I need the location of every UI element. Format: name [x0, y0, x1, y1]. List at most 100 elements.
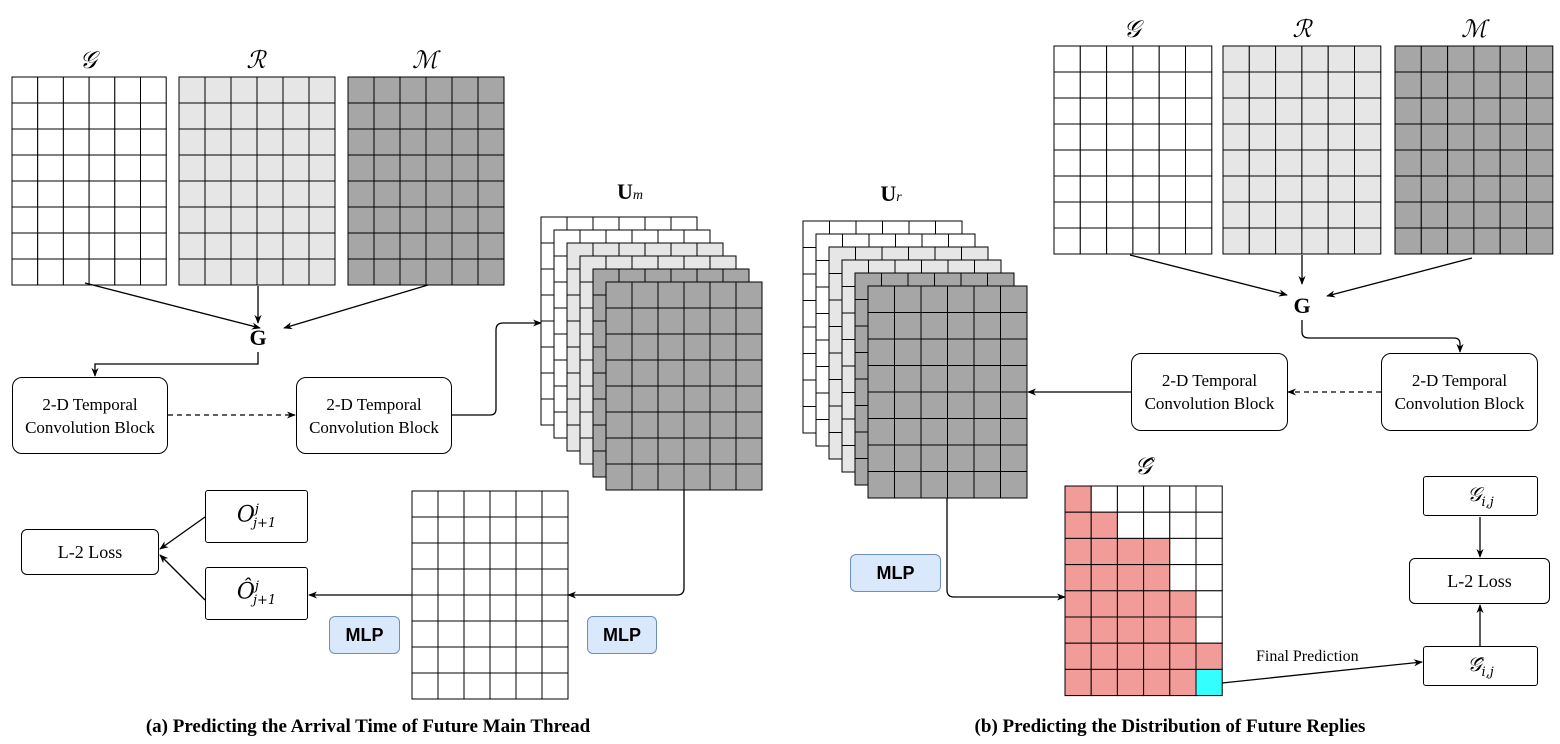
matrix-cell [1420, 97, 1449, 125]
matrix-cell [425, 206, 453, 234]
matrix-cell [867, 418, 895, 446]
matrix-cell [11, 76, 39, 104]
matrix-cell [1420, 227, 1449, 255]
matrix-cell [282, 206, 310, 234]
edge-um-to-matrix [567, 490, 685, 599]
matrix-cell [178, 128, 206, 156]
matrix-cell [1526, 227, 1554, 255]
matrix-cell [282, 180, 310, 208]
matrix-cell [1327, 149, 1355, 177]
matrix-cell [1000, 285, 1028, 313]
matrix-cell [11, 102, 39, 130]
matrix-cell [204, 128, 232, 156]
matrix-cell [947, 365, 975, 393]
matrix-cell [1394, 45, 1422, 73]
matrix-cell [1169, 590, 1197, 618]
matrix-cell [477, 128, 505, 156]
matrix-cell [373, 154, 401, 182]
matrix-cell [894, 338, 922, 366]
matrix-cell [1420, 201, 1449, 229]
matrix-cell [399, 180, 427, 208]
matrix-cell [88, 102, 116, 130]
matrix-cell [1158, 123, 1186, 151]
matrix-g-label: 𝒢 [79, 46, 97, 74]
matrix-cell [1354, 45, 1382, 73]
matrix-r-label-b: ℛ [1292, 15, 1312, 43]
matrix-cell [1354, 227, 1382, 255]
edge-ur-to-pred [946, 498, 1066, 601]
matrix-cell [1275, 71, 1303, 99]
matrix-cell [683, 333, 711, 361]
matrix-cell [541, 646, 569, 674]
matrix-cell [1079, 97, 1108, 125]
matrix-cell [1195, 564, 1223, 592]
matrix-cell [1275, 227, 1303, 255]
matrix-cell [230, 180, 258, 208]
matrix-cell [411, 490, 439, 518]
matrix-cell [1222, 123, 1250, 151]
matrix-cell [1394, 227, 1422, 255]
matrix-cell [735, 437, 763, 465]
matrix-cell [1132, 227, 1160, 255]
matrix-cell [1420, 45, 1449, 73]
matrix-cell [425, 180, 453, 208]
matrix-r-b [1222, 45, 1382, 255]
matrix-cell [1499, 97, 1527, 125]
matrix-cell [437, 672, 465, 700]
matrix-cell [1301, 149, 1329, 177]
matrix-cell [451, 206, 479, 234]
matrix-cell [1275, 123, 1303, 151]
matrix-cell [657, 385, 685, 413]
matrix-cell [1394, 71, 1422, 99]
matrix-cell [1106, 71, 1134, 99]
matrix-cell [1185, 149, 1213, 177]
matrix-cell [1248, 97, 1277, 125]
conv-block-b-1: 2-D Temporal Convolution Block [1131, 353, 1288, 431]
matrix-cell [605, 385, 633, 413]
pred-box: Ôjj+1 [205, 567, 308, 620]
matrix-cell [683, 307, 711, 335]
node-g-b: G [1293, 293, 1311, 318]
matrix-cell [1090, 642, 1118, 670]
matrix-cell [204, 232, 232, 260]
matrix-m [347, 76, 505, 286]
matrix-cell [1499, 201, 1527, 229]
matrix-cell [88, 154, 116, 182]
matrix-cell [1275, 45, 1303, 73]
matrix-cell [114, 232, 142, 260]
mlp-b: MLP [850, 554, 941, 592]
matrix-cell [256, 232, 284, 260]
matrix-cell [1185, 45, 1213, 73]
matrix-cell [62, 258, 90, 286]
matrix-cell [683, 437, 711, 465]
matrix-cell [451, 76, 479, 104]
matrix-cell [37, 206, 64, 234]
matrix-cell [683, 411, 711, 439]
matrix-cell [515, 646, 543, 674]
matrix-cell [1090, 564, 1118, 592]
matrix-cell [947, 338, 975, 366]
matrix-cell [425, 102, 453, 130]
matrix-cell [11, 232, 39, 260]
matrix-cell [1222, 71, 1250, 99]
matrix-cell [1053, 201, 1081, 229]
matrix-cell [204, 258, 232, 286]
matrix-cell [1064, 590, 1092, 618]
matrix-cell [1106, 227, 1134, 255]
matrix-cell [1420, 175, 1449, 203]
matrix-cell [463, 620, 491, 648]
matrix-cell [894, 312, 922, 340]
matrix-cell [1499, 149, 1527, 177]
matrix-cell [256, 76, 284, 104]
matrix-cell [140, 102, 167, 130]
output-matrix-a [411, 490, 569, 700]
matrix-r [178, 76, 336, 286]
matrix-cell [463, 646, 491, 674]
matrix-m-label-b: ℳ [1461, 15, 1487, 43]
matrix-cell [282, 258, 310, 286]
matrix-cell [1132, 149, 1160, 177]
loss-box-a: L-2 Loss [21, 529, 159, 575]
matrix-cell [657, 359, 685, 387]
matrix-cell [373, 102, 401, 130]
matrix-cell [230, 232, 258, 260]
